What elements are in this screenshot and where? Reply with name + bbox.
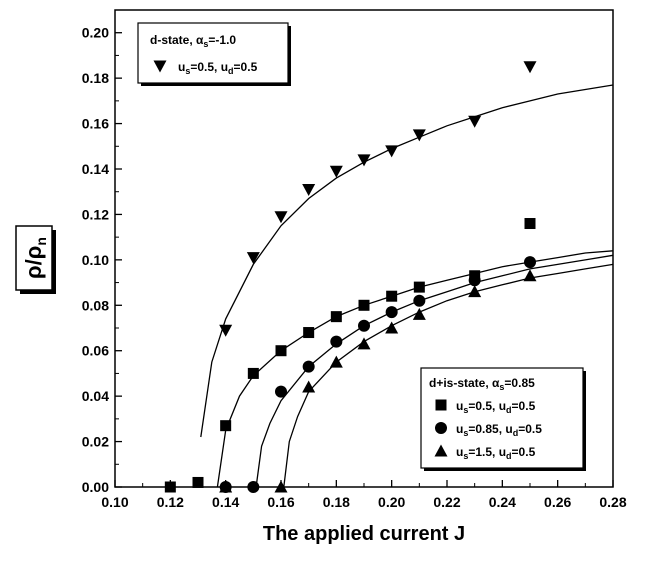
legend-dis-label-square: us=0.5, ud=0.5 [456,399,536,415]
legend-marker-square [435,399,447,411]
legend-dis-state-markers [434,399,448,457]
data-point-square [220,420,232,432]
data-points [164,61,537,493]
data-point-triangle-up [385,321,399,334]
data-point-triangle-down [523,61,537,74]
data-point-square [413,281,425,293]
data-point-circle [524,256,536,269]
data-point-triangle-up [357,337,371,350]
legend-marker-circle [435,422,447,434]
data-point-triangle-down [302,183,316,196]
y-tick-label: 0.14 [82,161,109,177]
data-point-square [303,327,315,339]
data-point-circle [468,274,481,287]
y-tick-label: 0.00 [82,479,109,495]
data-point-square [524,218,536,230]
data-point-triangle-up [523,269,537,282]
data-point-circle [358,319,370,332]
y-axis-title-text: ρ/ρn [21,237,49,279]
data-point-circle [247,481,260,493]
fit-curve [255,254,614,488]
data-point-triangle-down [329,165,343,178]
y-tick-label: 0.18 [82,70,109,86]
legend-marker-triangle-down [153,60,167,73]
y-axis-title: ρ/ρn [15,225,56,294]
data-point-triangle-down [468,115,482,128]
x-tick-label: 0.10 [101,494,128,510]
y-tick-label: 0.02 [82,434,109,450]
legend-dis-label-triangle: us=1.5, ud=0.5 [456,445,536,461]
legend-d-state-label: us=0.5, ud=0.5 [178,60,258,76]
data-point-triangle-up [219,480,233,493]
legend-d-state-marker [153,60,167,73]
x-tick-label: 0.16 [267,494,294,510]
legend-d-state-title: d-state, αs=-1.0 [150,33,236,49]
legend-dis-state: d+is-state, αs=0.85 us=0.5, ud=0.5 us=0.… [420,367,586,471]
data-point-triangle-down [246,252,260,265]
data-point-circle [330,335,343,348]
data-point-square [386,290,398,302]
data-point-square [192,476,204,488]
x-tick-label: 0.22 [433,494,460,510]
x-tick-label: 0.26 [544,494,571,510]
legend-d-state: d-state, αs=-1.0 us=0.5, ud=0.5 [137,22,291,86]
data-point-triangle-down [219,324,233,337]
data-point-circle [413,294,426,307]
legend-dis-state-title: d+is-state, αs=0.85 [429,376,535,392]
data-point-triangle-up [412,307,426,320]
data-point-triangle-down [412,129,426,142]
data-point-triangle-up [329,355,343,368]
x-tick-label: 0.28 [599,494,626,510]
y-tick-label: 0.16 [82,116,109,132]
y-tick-label: 0.20 [82,25,109,41]
data-point-circle [275,385,287,398]
y-axis: 0.00 0.02 0.04 0.06 0.08 0.10 0.12 0.14 0.16 0.18… [82,25,122,495]
x-tick-label: 0.12 [157,494,184,510]
data-point-square [247,367,259,379]
data-point-circle [385,306,398,319]
y-tick-label: 0.12 [82,206,109,222]
x-tick-label: 0.20 [378,494,405,510]
legend-dis-label-circle: us=0.85, ud=0.5 [456,422,542,438]
data-point-square [275,345,287,357]
y-tick-label: 0.04 [82,388,109,404]
x-axis-title: The applied current J [263,523,465,545]
data-point-triangle-up [302,380,316,393]
y-tick-label: 0.08 [82,297,109,313]
y-tick-label: 0.06 [82,343,109,359]
legend-marker-triangle-up [434,444,448,457]
x-tick-label: 0.14 [212,494,239,510]
data-point-square [358,299,370,311]
data-point-triangle-down [385,145,399,158]
x-axis: 0.10 0.12 0.14 0.16 0.18 0.20 0.22 0.24 0.26 0.28 [101,480,627,510]
data-point-triangle-up [274,480,288,493]
x-tick-label: 0.18 [323,494,350,510]
data-point-triangle-down [274,211,288,224]
y-tick-label: 0.10 [82,252,109,268]
data-point-triangle-down [357,154,371,167]
data-point-triangle-up [468,285,482,298]
data-point-square [164,481,176,493]
data-point-circle [302,360,315,373]
x-tick-label: 0.24 [489,494,516,510]
data-point-square [330,311,342,323]
